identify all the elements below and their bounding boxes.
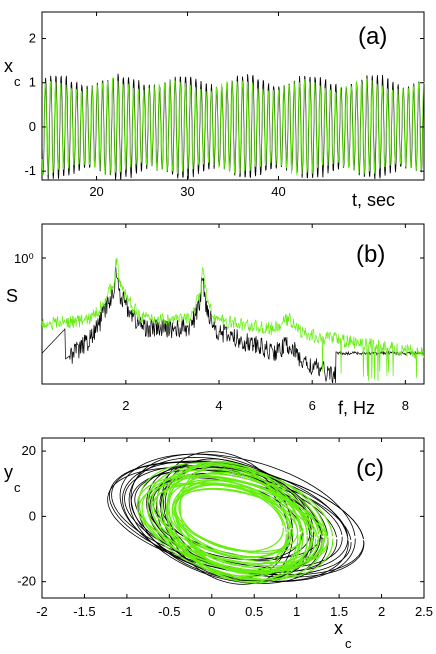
panel-c-series-black <box>108 461 365 578</box>
x-tick-label: -0.5 <box>158 604 180 619</box>
panel-a-ylabel-sub: c <box>14 74 21 89</box>
x-tick-label: -1.5 <box>73 604 95 619</box>
x-tick-label: 1 <box>293 604 300 619</box>
x-tick-label: 2.5 <box>415 604 433 619</box>
x-tick-label: -1 <box>121 604 133 619</box>
y-tick-label: -1 <box>24 163 36 178</box>
x-tick-label: 6 <box>309 398 316 413</box>
panel-a-series <box>41 73 425 180</box>
panel-b-ytick-label: 10⁰ <box>14 251 34 266</box>
panel-b-series-green <box>41 257 425 381</box>
x-tick-label: 0 <box>208 604 215 619</box>
panel-c-ylabel: y <box>4 462 13 482</box>
panel-b-series <box>41 257 425 384</box>
x-tick-label: 40 <box>271 184 285 199</box>
x-tick-label: 8 <box>402 398 409 413</box>
panel-c-letter: (c) <box>356 455 384 482</box>
panel-a-ylabel: x <box>4 56 13 76</box>
panel-b-series-black <box>41 266 425 384</box>
x-tick-label: 2 <box>122 398 129 413</box>
panel-b-ticks: 2 4 6 8 <box>42 224 424 413</box>
panel-c: -2 -1.5 -1 -0.5 0 0.5 1 1.5 2 2.5 -20 0 20 (c) y c x… <box>4 437 433 651</box>
x-tick-label: 0.5 <box>245 604 263 619</box>
x-tick-label: 1.5 <box>330 604 348 619</box>
y-tick-label: 1 <box>29 75 36 90</box>
panel-c-series-green <box>161 464 301 578</box>
x-tick-label: 4 <box>215 398 222 413</box>
panel-a-frame <box>41 11 425 181</box>
x-tick-label: 20 <box>89 184 103 199</box>
panel-b-letter: (b) <box>356 241 385 268</box>
x-tick-label: 2 <box>378 604 385 619</box>
panel-b-xlabel: f, Hz <box>338 398 375 418</box>
x-tick-label: 30 <box>180 184 194 199</box>
y-tick-label: 2 <box>29 31 36 46</box>
panel-b: 2 4 6 8 (b) S 10⁰ f, Hz <box>6 223 425 418</box>
panel-c-series-green <box>146 464 334 580</box>
panel-c-series <box>107 451 365 585</box>
x-tick-label: -2 <box>36 604 48 619</box>
y-tick-label: 20 <box>22 443 36 458</box>
panel-a-ticks: 20 30 40 -1 0 1 2 <box>24 12 424 199</box>
panel-a-xlabel: t, sec <box>352 190 395 210</box>
panel-c-xlabel: x <box>334 618 343 638</box>
panel-b-frame <box>41 223 425 385</box>
y-tick-label: 0 <box>29 119 36 134</box>
panel-c-frame <box>41 437 425 599</box>
panel-c-series-black <box>119 453 356 582</box>
panel-c-series-black <box>122 460 349 582</box>
panel-c-xlabel-sub: c <box>345 636 352 651</box>
panel-c-series-green <box>168 462 308 584</box>
panel-c-ticks: -2 -1.5 -1 -0.5 0 0.5 1 1.5 2 2.5 -20 0 20 <box>17 438 433 619</box>
panel-a: 20 30 40 -1 0 1 2 (a) x c t, sec <box>4 11 425 210</box>
panel-c-series-black <box>128 456 329 584</box>
panel-c-series-green <box>178 484 284 553</box>
panel-a-letter: (a) <box>358 23 387 50</box>
panel-c-ylabel-sub: c <box>14 480 21 495</box>
panel-b-ylabel: S <box>6 286 18 306</box>
panel-c-series-green <box>138 462 325 581</box>
y-tick-label: -20 <box>17 574 36 589</box>
panel-a-series-green <box>41 77 425 176</box>
y-tick-label: 0 <box>29 508 36 523</box>
panel-c-series-green <box>173 484 291 559</box>
